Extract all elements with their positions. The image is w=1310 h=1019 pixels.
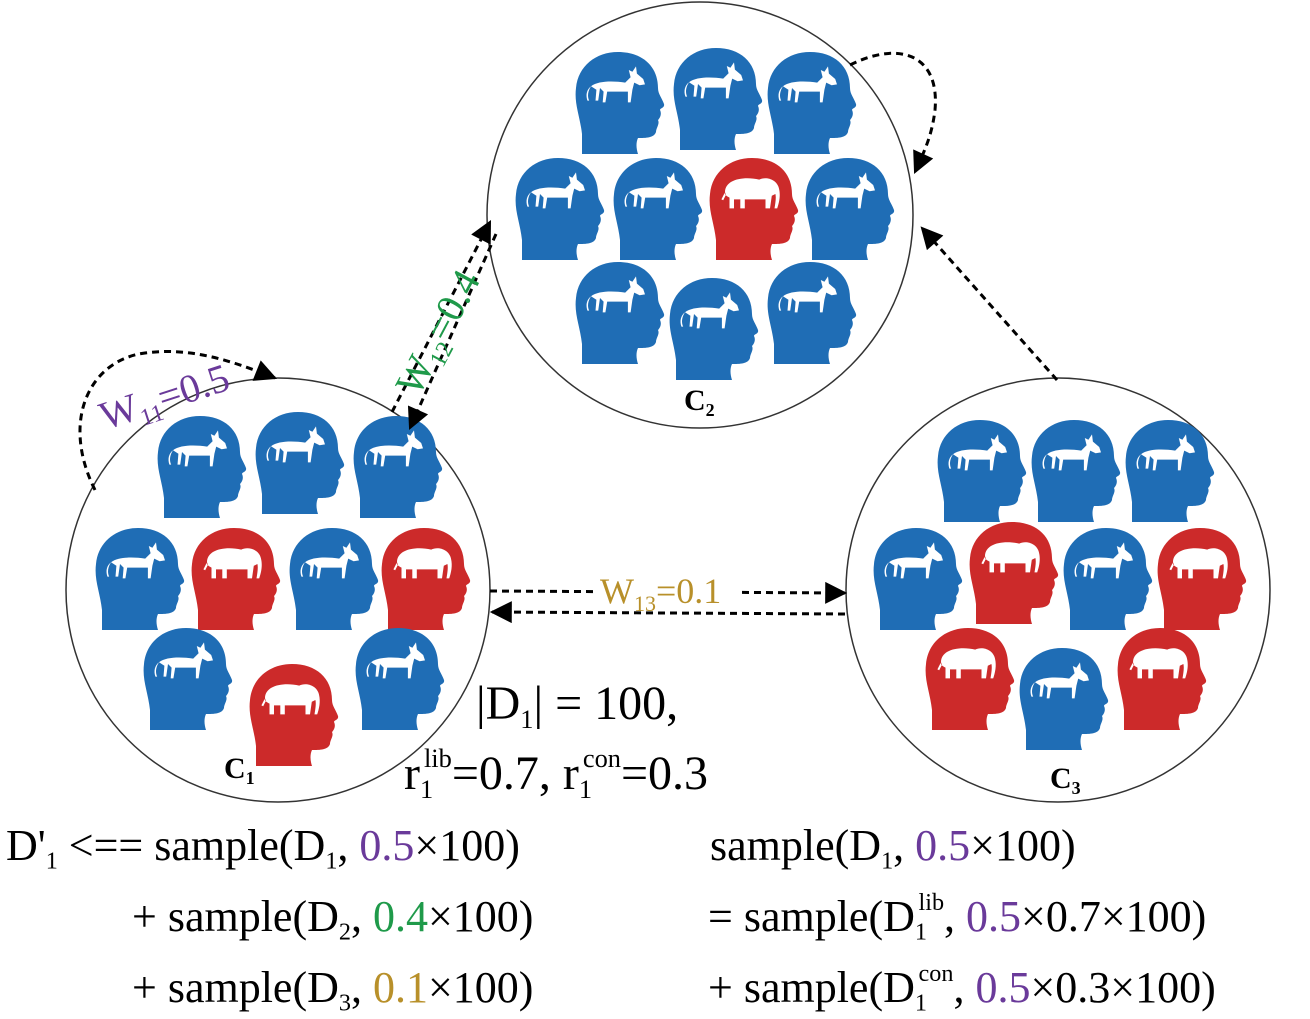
conservative-head-icon: [969, 522, 1059, 624]
liberal-head-icon: [255, 412, 345, 514]
conservative-head-icon: [249, 664, 339, 766]
liberal-head-icon: [767, 262, 857, 364]
liberal-head-icon: [1019, 648, 1109, 750]
cluster-label-c2: C2: [684, 384, 715, 420]
liberal-head-icon: [515, 158, 605, 260]
liberal-head-icon: [575, 52, 665, 154]
conservative-head-icon: [1157, 528, 1247, 630]
conservative-head-icon: [1117, 628, 1207, 730]
cluster-circle-c2: [486, 1, 914, 429]
liberal-head-icon: [873, 528, 963, 630]
edge-c3-to-c2: [920, 226, 1059, 381]
liberal-head-icon: [143, 628, 233, 730]
d1-size-text: |D1| = 100,: [476, 677, 679, 735]
w13-label: W13=0.1: [600, 571, 721, 616]
liberal-head-icon: [937, 420, 1027, 522]
liberal-head-icon: [157, 416, 247, 518]
ratio-text: r1lib=0.7, r1con=0.3: [404, 742, 709, 805]
w13-label-bg: [595, 572, 740, 608]
liberal-head-icon: [1063, 528, 1153, 630]
edge-c3-to-c1: [489, 601, 846, 624]
liberal-head-icon: [575, 262, 665, 364]
cluster-label-c3: C3: [1050, 762, 1081, 798]
conservative-head-icon: [381, 528, 471, 630]
liberal-head-icon: [1031, 420, 1121, 522]
w12-label: W12=0.4: [386, 262, 493, 404]
liberal-head-icon: [95, 528, 185, 630]
cluster-label-c1: C1: [224, 752, 255, 788]
formula-right-line-3: + sample(D1con, 0.5×0.3×100): [708, 960, 1216, 1017]
edge-c2-loop: [849, 51, 937, 175]
edge-w11-loop: [78, 350, 278, 491]
conservative-head-icon: [191, 528, 281, 630]
heads-layer: [95, 48, 1247, 766]
formula-right-line-2: = sample(D1lib, 0.5×0.7×100): [708, 889, 1207, 946]
liberal-head-icon: [355, 628, 445, 730]
formula-left-line-2: + sample(D2, 0.4×100): [132, 892, 534, 946]
formula-left-line-1: D'1 <== sample(D1, 0.5×100): [6, 821, 520, 875]
formula-right-line-1: sample(D1, 0.5×100): [710, 821, 1076, 875]
liberal-head-icon: [669, 278, 759, 380]
liberal-head-icon: [767, 52, 857, 154]
conservative-head-icon: [709, 158, 799, 260]
formula-left-line-3: + sample(D3, 0.1×100): [132, 963, 534, 1017]
liberal-head-icon: [613, 158, 703, 260]
conservative-head-icon: [925, 628, 1015, 730]
liberal-head-icon: [1125, 420, 1215, 522]
cluster-circle-c1: [65, 377, 491, 803]
liberal-head-icon: [289, 528, 379, 630]
liberal-head-icon: [805, 158, 895, 260]
liberal-head-icon: [353, 416, 443, 518]
liberal-head-icon: [673, 48, 763, 150]
